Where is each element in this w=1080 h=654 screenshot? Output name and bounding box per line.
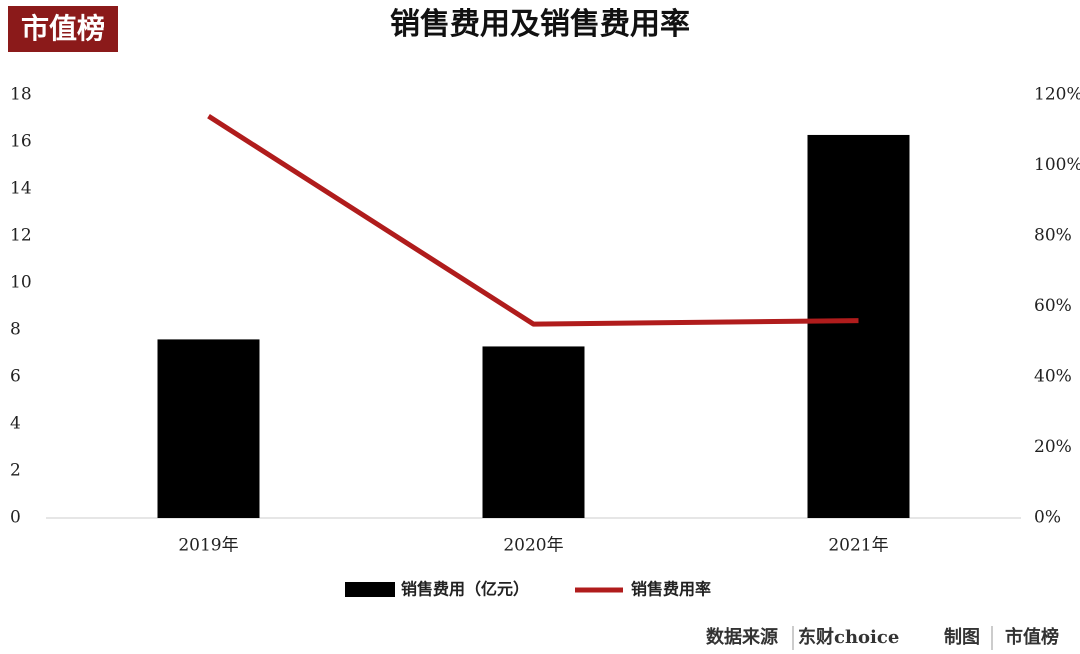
- legend-label: 销售费用率: [631, 580, 711, 599]
- y-tick-label: 18: [10, 85, 32, 105]
- logo: 市值榜: [21, 12, 105, 45]
- y-tick-label: 6: [10, 367, 21, 387]
- bar: [482, 346, 585, 518]
- y-tick-label: 2: [10, 461, 21, 481]
- x-tick-label: 2021年: [828, 536, 888, 556]
- y-tick-label: 14: [10, 179, 32, 199]
- made-by-label: 制图: [944, 627, 980, 648]
- y-tick-label: 8: [10, 320, 21, 340]
- maker: 市值榜: [1005, 626, 1059, 648]
- y2-tick-label: 0%: [1034, 508, 1061, 528]
- y-tick-label: 10: [10, 273, 32, 293]
- y2-tick-label: 80%: [1034, 226, 1072, 246]
- y-tick-label: 12: [10, 226, 32, 246]
- y-tick-label: 4: [10, 414, 21, 434]
- source-label: 数据来源: [706, 626, 778, 648]
- y2-tick-label: 120%: [1034, 85, 1080, 105]
- legend-label: 销售费用（亿元）: [401, 580, 529, 599]
- source-name: 东财choice: [798, 626, 899, 648]
- y2-tick-label: 100%: [1034, 155, 1080, 175]
- y2-tick-label: 60%: [1034, 296, 1072, 316]
- bar: [807, 134, 910, 518]
- logo-box: [8, 6, 118, 52]
- chart-title: 销售费用及销售费用率: [390, 7, 690, 42]
- line: [207, 114, 859, 327]
- y-tick-label: 16: [10, 132, 32, 152]
- legend-swatch: [345, 582, 395, 597]
- x-tick-label: 2020年: [503, 536, 563, 556]
- y2-tick-label: 20%: [1034, 437, 1072, 457]
- x-tick-label: 2019年: [178, 536, 238, 556]
- y-tick-label: 0: [10, 508, 21, 528]
- bar: [157, 339, 260, 518]
- y2-tick-label: 40%: [1034, 367, 1072, 387]
